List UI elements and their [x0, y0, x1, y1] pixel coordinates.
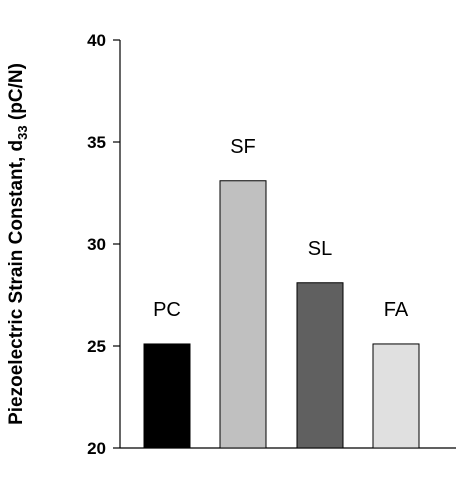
- bar-label-sl: SL: [308, 238, 332, 260]
- y-tick-label: 40: [87, 31, 106, 50]
- bar-sf: [219, 180, 267, 449]
- bar-label-fa: FA: [384, 299, 409, 321]
- y-ticks-group: 20 25 30 35 40: [87, 31, 120, 458]
- y-axis-label: Piezoelectric Strain Constant, d33 (pC/N…: [6, 63, 30, 425]
- y-tick-label: 20: [87, 439, 106, 458]
- y-axis-label-subscript: 33: [15, 125, 30, 139]
- y-axis-label-unit: (pC/N): [6, 63, 27, 125]
- y-tick-label: 35: [87, 133, 106, 152]
- bar-label-pc: PC: [153, 299, 181, 321]
- bar-sl: [296, 282, 344, 449]
- y-tick-label: 30: [87, 235, 106, 254]
- bar-labels-group: PC SF SL FA: [153, 136, 409, 321]
- bar-fa: [372, 343, 420, 449]
- bar-label-sf: SF: [230, 136, 256, 158]
- y-axis-label-main: Piezoelectric Strain Constant, d: [6, 140, 27, 425]
- bars-group: [143, 180, 420, 449]
- bar-pc: [143, 343, 191, 449]
- y-tick-label: 25: [87, 337, 106, 356]
